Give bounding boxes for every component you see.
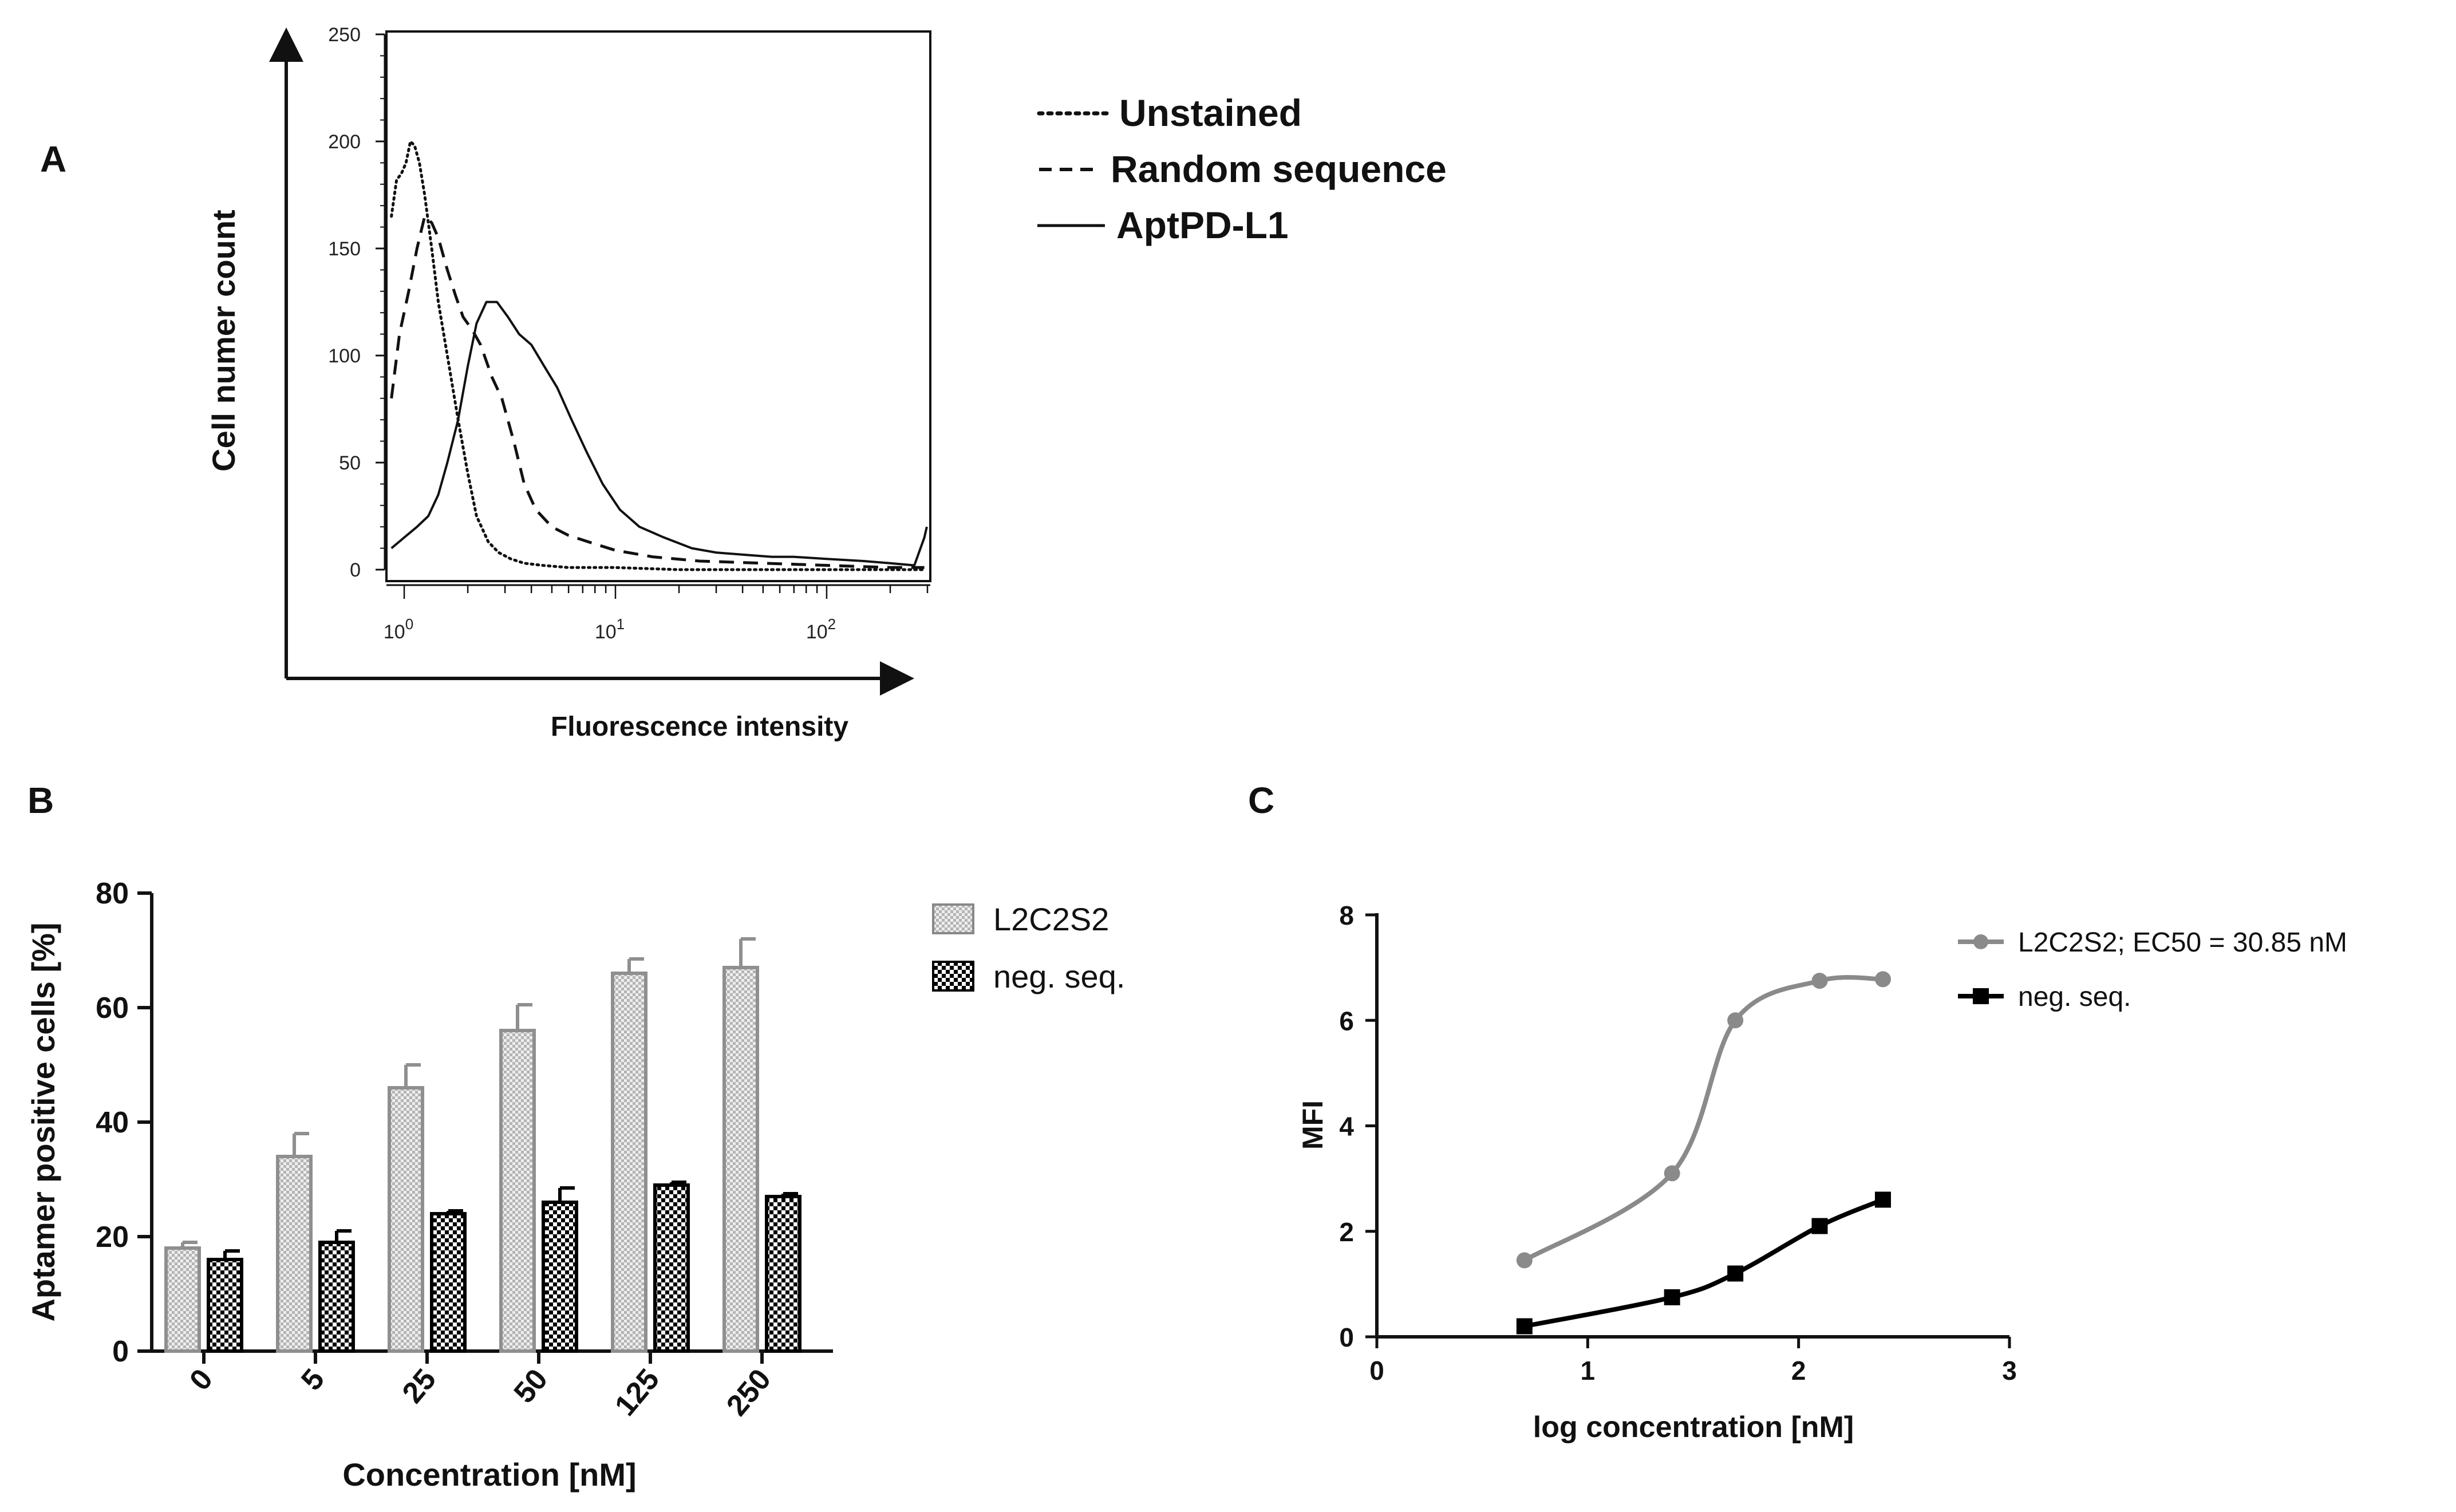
panel-b-bars xyxy=(164,937,801,1353)
panel-c-letter: C xyxy=(1248,780,1274,821)
x-tick-label: 125 xyxy=(609,1363,666,1422)
bar-neg-seq xyxy=(542,1201,578,1353)
bar-l2c2s2 xyxy=(499,1029,536,1353)
legend-label-l2c2s2: L2C2S2 xyxy=(993,901,1109,937)
data-point-neg-seq xyxy=(1664,1289,1680,1305)
x-tick-base: 10 xyxy=(806,621,828,643)
y-tick-label: 6 xyxy=(1339,1006,1354,1036)
x-tick-label: 3 xyxy=(2002,1356,2017,1385)
bar-l2c2s2 xyxy=(722,966,759,1353)
panel-b-legend: L2C2S2 neg. seq. xyxy=(932,901,1125,994)
x-tick-label: 5 xyxy=(295,1363,331,1396)
y-tick-label: 250 xyxy=(328,24,361,46)
legend-swatch-neg-seq xyxy=(932,961,974,992)
panel-c-legend: L2C2S2; EC50 = 30.85 nM neg. seq. xyxy=(1958,927,2347,1012)
data-point-l2c2s2 xyxy=(1727,1012,1744,1029)
x-tick-exponent: 1 xyxy=(617,615,625,633)
x-tick-exponent: 2 xyxy=(828,615,836,633)
y-tick-label: 8 xyxy=(1339,901,1354,930)
panel-a-legend: Unstained Random sequence AptPD-L1 xyxy=(1037,92,1447,246)
series-curve-l2c2s2 xyxy=(1523,975,1884,1262)
data-point-neg-seq xyxy=(1811,1218,1828,1234)
bar-neg-seq xyxy=(765,1195,801,1353)
y-tick-label: 4 xyxy=(1339,1112,1354,1142)
panel-a-x-ticks: 100 101 102 xyxy=(384,584,930,643)
panel-b-x-ticks: 0 5 25 50 125 250 xyxy=(183,1351,777,1422)
panel-a-y-axis-title: Cell numer count xyxy=(206,210,242,471)
data-point-l2c2s2 xyxy=(1875,971,1891,988)
data-point-l2c2s2 xyxy=(1516,1252,1533,1269)
panel-c-y-ticks: 0 2 4 6 8 xyxy=(1339,901,1377,1352)
panel-b-x-axis-title: Concentration [nM] xyxy=(342,1456,636,1493)
legend-marker-square xyxy=(1973,988,1989,1004)
series-line-unstained xyxy=(390,140,926,571)
y-tick-label: 0 xyxy=(1339,1322,1354,1352)
x-tick-base: 10 xyxy=(595,621,617,643)
x-tick-base: 10 xyxy=(384,621,405,643)
panel-b: B 0 20 40 60 80 0 5 25 50 125 250 Aptamer positiv… xyxy=(25,780,1125,1493)
legend-label-aptpd-l1: AptPD-L1 xyxy=(1116,204,1289,246)
data-point-neg-seq xyxy=(1875,1191,1891,1208)
bar-neg-seq xyxy=(207,1258,243,1353)
legend-label-neg-seq-c: neg. seq. xyxy=(2018,982,2131,1012)
bar-neg-seq xyxy=(318,1241,355,1353)
panel-a-series xyxy=(390,140,928,571)
panel-b-y-ticks: 0 20 40 60 80 xyxy=(96,877,152,1368)
data-point-l2c2s2 xyxy=(1664,1165,1680,1182)
x-tick-label: 25 xyxy=(396,1363,443,1410)
x-tick-label: 101 xyxy=(595,615,625,643)
x-tick-label: 100 xyxy=(384,615,413,643)
panel-c-y-axis-title: MFI xyxy=(1297,1100,1329,1150)
data-point-neg-seq xyxy=(1516,1318,1533,1335)
x-tick-exponent: 0 xyxy=(405,615,413,633)
bar-neg-seq xyxy=(430,1212,467,1353)
legend-label-unstained: Unstained xyxy=(1119,92,1302,134)
x-tick-label: 250 xyxy=(720,1363,777,1422)
bar-l2c2s2 xyxy=(276,1155,313,1353)
panel-a-y-ticks: 0 50 100 150 200 250 xyxy=(328,24,386,581)
y-tick-label: 0 xyxy=(112,1335,129,1368)
y-tick-label: 50 xyxy=(339,452,361,474)
legend-swatch-l2c2s2 xyxy=(932,903,974,934)
y-tick-label: 60 xyxy=(96,992,129,1025)
data-point-neg-seq xyxy=(1727,1265,1744,1282)
legend-label-random-sequence: Random sequence xyxy=(1111,148,1447,190)
panel-a-x-axis-title: Fluorescence intensity xyxy=(551,712,848,742)
bar-l2c2s2 xyxy=(611,972,647,1353)
x-tick-label: 50 xyxy=(508,1363,555,1410)
y-tick-label: 200 xyxy=(328,131,361,153)
x-tick-label: 2 xyxy=(1791,1356,1806,1385)
bar-l2c2s2 xyxy=(388,1086,424,1353)
x-tick-label: 1 xyxy=(1581,1356,1596,1385)
y-tick-label: 40 xyxy=(96,1106,129,1139)
panel-a-letter: A xyxy=(40,139,66,180)
bar-neg-seq xyxy=(653,1183,690,1353)
x-tick-label: 0 xyxy=(1369,1356,1384,1385)
panel-c-series xyxy=(1516,971,1891,1335)
panel-b-y-axis-title: Aptamer positive cells [%] xyxy=(25,922,61,1321)
y-tick-label: 0 xyxy=(350,559,361,581)
legend-marker-circle xyxy=(1973,934,1988,949)
panel-a-plot-frame xyxy=(385,30,931,582)
y-tick-label: 100 xyxy=(328,345,361,367)
y-tick-label: 20 xyxy=(96,1221,129,1254)
panel-c-x-ticks: 0 1 2 3 xyxy=(1369,1337,2017,1385)
x-tick-label: 0 xyxy=(183,1363,219,1396)
panel-c-x-axis-title: log concentration [nM] xyxy=(1533,1411,1854,1444)
data-point-l2c2s2 xyxy=(1811,973,1828,989)
series-line-random-sequence xyxy=(390,215,925,569)
series-line-aptpd-l1 xyxy=(390,301,928,567)
bar-l2c2s2 xyxy=(164,1246,201,1353)
y-tick-label: 150 xyxy=(328,238,361,260)
x-tick-label: 102 xyxy=(806,615,836,643)
series-curve-neg-seq xyxy=(1524,1197,1884,1329)
y-tick-label: 80 xyxy=(96,877,129,910)
legend-label-neg-seq: neg. seq. xyxy=(993,958,1125,994)
y-tick-label: 2 xyxy=(1339,1217,1354,1247)
legend-label-l2c2s2-ec50: L2C2S2; EC50 = 30.85 nM xyxy=(2018,927,2347,958)
panel-b-letter: B xyxy=(27,780,54,821)
